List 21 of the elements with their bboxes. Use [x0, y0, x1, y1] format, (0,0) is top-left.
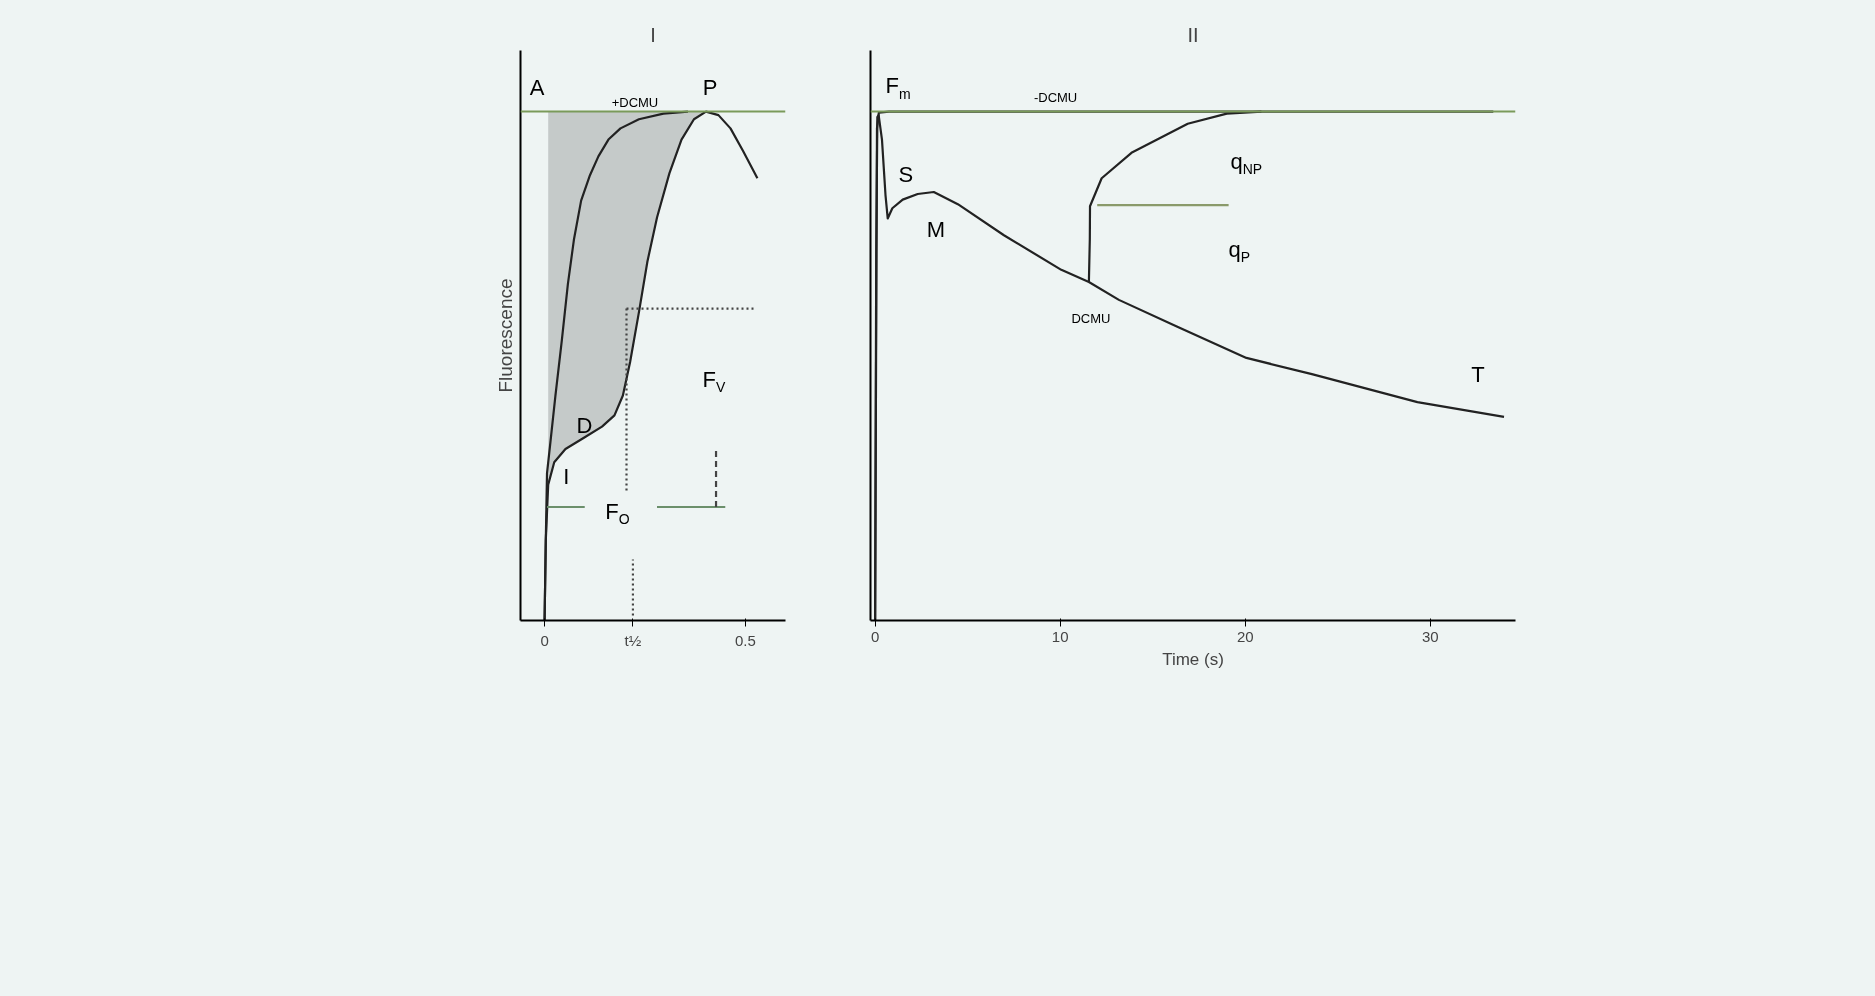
chart-title: I: [650, 23, 656, 46]
x-tick-label: 0: [870, 627, 880, 645]
annotation: S: [898, 161, 914, 187]
annotation: T: [1471, 362, 1485, 388]
x-tick-label: t½: [624, 631, 642, 649]
x-tick-label: 20: [1236, 627, 1254, 645]
x-axis-title: Time (s): [1162, 649, 1224, 669]
annotation: M: [926, 217, 945, 243]
y-axis-title: Fluorescence: [494, 278, 516, 393]
annotation: +DCMU: [611, 94, 659, 110]
x-tick-label: 30: [1422, 627, 1439, 645]
annotation: I: [563, 463, 570, 489]
annotation: D: [576, 412, 593, 438]
x-tick-label: 10: [1051, 627, 1069, 645]
annotation: -DCMU: [1033, 90, 1078, 106]
x-tick-label: 0: [540, 631, 549, 649]
annotation: A: [529, 75, 545, 101]
chart-title: II: [1187, 23, 1199, 46]
x-tick-label: 0.5: [734, 631, 756, 649]
annotation: P: [702, 75, 718, 101]
annotation: DCMU: [1071, 310, 1111, 326]
